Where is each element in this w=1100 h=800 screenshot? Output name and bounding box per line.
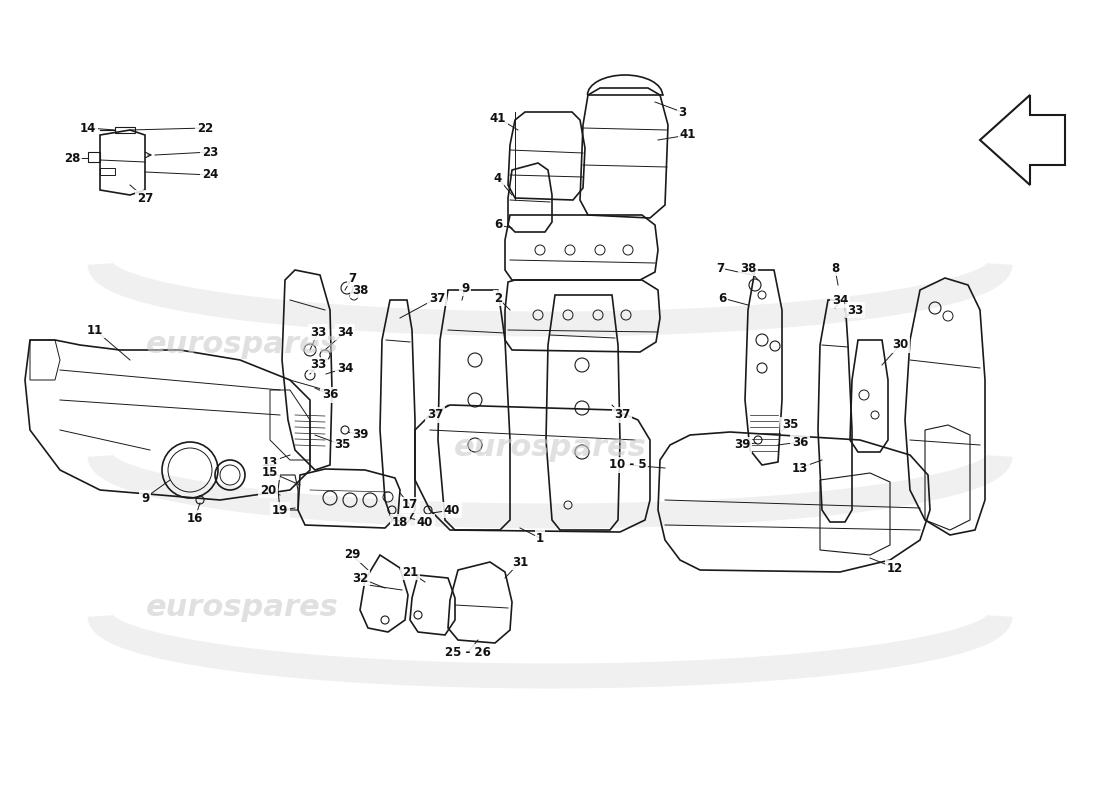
Text: 18: 18 — [392, 515, 408, 529]
Text: 13: 13 — [792, 462, 808, 474]
Text: 39: 39 — [352, 429, 368, 442]
Text: 6: 6 — [494, 218, 502, 231]
Text: 1: 1 — [536, 531, 544, 545]
Text: 36: 36 — [322, 389, 338, 402]
Text: 7: 7 — [348, 271, 356, 285]
Text: 9: 9 — [141, 491, 150, 505]
Text: 37: 37 — [429, 291, 446, 305]
Text: 23: 23 — [202, 146, 218, 158]
Text: 27: 27 — [136, 191, 153, 205]
Text: 22: 22 — [197, 122, 213, 134]
Text: 38: 38 — [740, 262, 756, 274]
Text: 41: 41 — [490, 111, 506, 125]
Text: 40: 40 — [443, 503, 460, 517]
Text: eurospares: eurospares — [453, 434, 647, 462]
Text: 15: 15 — [262, 466, 278, 478]
Text: 35: 35 — [782, 418, 799, 431]
Text: 19: 19 — [272, 503, 288, 517]
Text: 21: 21 — [402, 566, 418, 578]
Text: 38: 38 — [352, 283, 368, 297]
Text: 31: 31 — [512, 555, 528, 569]
Text: 9: 9 — [461, 282, 469, 294]
Text: 29: 29 — [344, 549, 360, 562]
Text: 30: 30 — [892, 338, 909, 351]
Text: 39: 39 — [734, 438, 750, 451]
Text: 34: 34 — [337, 362, 353, 374]
Text: 17: 17 — [402, 498, 418, 511]
Text: 13: 13 — [262, 455, 278, 469]
Text: 16: 16 — [187, 511, 204, 525]
Text: 41: 41 — [680, 129, 696, 142]
Text: 37: 37 — [427, 409, 443, 422]
Text: 12: 12 — [887, 562, 903, 574]
Text: 34: 34 — [337, 326, 353, 338]
Text: 4: 4 — [494, 171, 502, 185]
Text: 37: 37 — [614, 409, 630, 422]
Text: 11: 11 — [87, 323, 103, 337]
Text: 35: 35 — [333, 438, 350, 451]
Text: 25 - 26: 25 - 26 — [446, 646, 491, 658]
Text: 10 - 5: 10 - 5 — [609, 458, 647, 471]
Text: 32: 32 — [352, 571, 368, 585]
Text: eurospares: eurospares — [145, 594, 339, 622]
Text: 33: 33 — [310, 358, 326, 371]
Text: 14: 14 — [80, 122, 96, 134]
Text: 34: 34 — [832, 294, 848, 306]
Text: 6: 6 — [718, 291, 726, 305]
Text: 8: 8 — [830, 262, 839, 274]
Text: 3: 3 — [678, 106, 686, 118]
Text: 2: 2 — [494, 291, 502, 305]
Text: eurospares: eurospares — [145, 330, 339, 358]
Text: 20: 20 — [260, 483, 276, 497]
Text: 33: 33 — [847, 303, 864, 317]
Text: 28: 28 — [64, 151, 80, 165]
Text: 7: 7 — [716, 262, 724, 274]
Text: 24: 24 — [201, 169, 218, 182]
Text: 33: 33 — [310, 326, 326, 338]
Text: 36: 36 — [792, 435, 808, 449]
Text: 40: 40 — [417, 515, 433, 529]
